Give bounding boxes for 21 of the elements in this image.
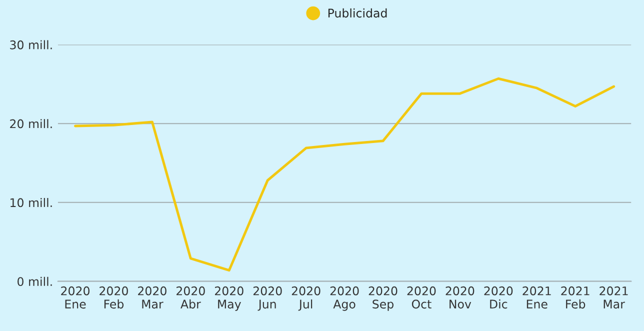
x-tick-label: 2020 Mar	[138, 286, 166, 309]
x-tick-label: 2021 Ene	[522, 286, 551, 309]
line-series	[74, 77, 616, 272]
legend-label: Publicidad	[328, 8, 387, 18]
x-tick-label: 2020 May	[214, 286, 244, 311]
y-tick-label: 20 mill.	[10, 119, 52, 128]
x-tick-label: 2020 Ago	[330, 286, 359, 311]
x-tick-label: 2020 Oct	[407, 286, 436, 309]
x-tick-label: 2020 Dic	[484, 286, 513, 309]
x-tick-label: 2020 Nov	[446, 286, 474, 309]
x-tick-label: 2021 Mar	[600, 286, 628, 309]
x-tick-label: 2020 Abr	[176, 286, 205, 309]
y-tick-label: 10 mill.	[10, 198, 52, 208]
x-tick-label: 2020 Feb	[100, 286, 128, 309]
x-tick-label: 2020 Ene	[61, 286, 90, 309]
x-tick-label: 2020 Sep	[368, 286, 398, 311]
x-tick-label: 2020 Jul	[292, 286, 320, 311]
y-tick-label: 0 mill.	[18, 276, 52, 286]
y-tick-label: 30 mill.	[10, 40, 52, 50]
x-tick-label: 2021 Feb	[561, 286, 590, 309]
x-tick-label: 2020 Jun	[253, 286, 282, 311]
